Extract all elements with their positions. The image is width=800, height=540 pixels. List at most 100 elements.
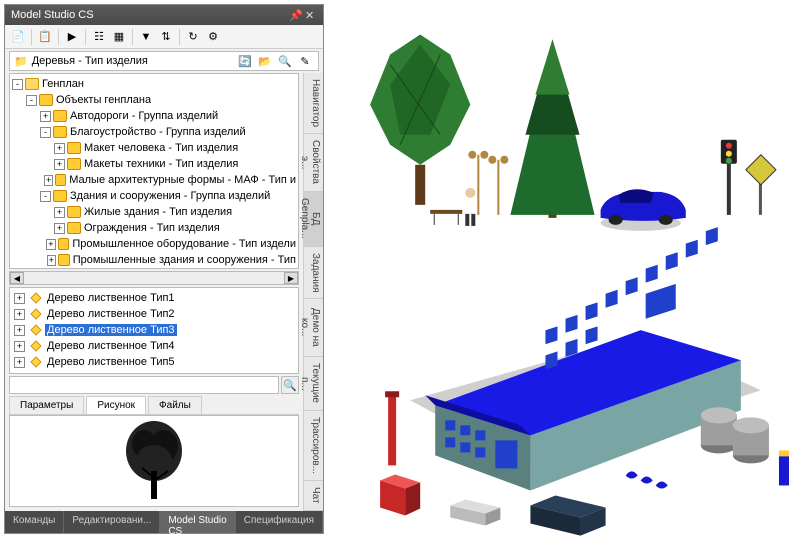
bc-pick-icon[interactable]: ✎ [296,52,314,70]
tb-list-icon[interactable]: ☷ [90,28,108,46]
scene-building [380,227,761,515]
titlebar-buttons: 📌 ✕ [289,9,317,21]
tree-row[interactable]: -Озеленение - Группа изделий [12,268,296,269]
tree-label: Малые архитектурные формы - МАФ - Тип и [69,174,296,186]
scene-traffic-light [721,140,737,215]
expand-icon[interactable]: + [44,175,53,186]
footer-tabs: КомандыРедактировани...Model Studio CSСп… [5,511,323,533]
tree-label: Промышленные здания и сооружения - Тип [73,254,296,266]
footer-tab[interactable]: Команды [5,511,64,533]
tb-new-icon[interactable]: 📄 [9,28,27,46]
side-tab[interactable]: Трассиров... [304,411,323,481]
tree-row[interactable]: + Макеты техники - Тип изделия [12,156,296,172]
scene-block [450,499,500,525]
footer-tab[interactable]: Редактировани... [64,511,160,533]
expand-icon[interactable]: - [26,95,37,106]
close-icon[interactable]: ✕ [305,9,317,21]
side-tab[interactable]: Чат [304,481,323,511]
detail-tab[interactable]: Файлы [148,396,202,414]
side-tab[interactable]: Задания [304,247,323,300]
obj-icon [55,174,66,186]
tree-scrollbar-horizontal[interactable]: ◀ ▶ [9,271,299,285]
footer-tab[interactable]: Спецификация [236,511,323,533]
side-tab[interactable]: Текущие п... [304,357,323,412]
obj-icon [67,206,81,218]
tree-row[interactable]: + Промышленные здания и сооружения - Тип [12,252,296,268]
expand-icon[interactable]: - [40,191,51,202]
tree-row[interactable]: -Здания и сооружения - Группа изделий [12,188,296,204]
list-item[interactable]: + Дерево лиственное Тип1 [12,290,296,306]
expand-icon[interactable]: + [14,309,25,320]
list-item[interactable]: + Дерево лиственное Тип3 [12,322,296,338]
list-label: Дерево лиственное Тип4 [45,340,177,352]
expand-icon[interactable]: + [14,325,25,336]
viewport-3d[interactable] [330,4,796,536]
list-item[interactable]: + Дерево лиственное Тип4 [12,338,296,354]
expand-icon[interactable]: + [54,143,65,154]
tb-sort-icon[interactable]: ⇅ [157,28,175,46]
tree-row[interactable]: +Промышленное оборудование - Тип издели [12,236,296,252]
expand-icon[interactable]: + [47,255,56,266]
detail-tab[interactable]: Рисунок [86,396,146,414]
obj-icon [39,94,53,106]
tree-row[interactable]: -Генплан [12,76,296,92]
expand-icon[interactable]: + [14,341,25,352]
side-tab[interactable]: Свойства э... [304,134,323,192]
bc-nav-icon[interactable]: 🔍 [276,52,294,70]
tree-row[interactable]: + Малые архитектурные формы - МАФ - Тип и [12,172,296,188]
expand-icon[interactable]: + [46,239,55,250]
expand-icon[interactable]: - [12,79,23,90]
expand-icon[interactable]: + [54,223,65,234]
tb-refresh-icon[interactable]: ↻ [184,28,202,46]
tree-row[interactable]: -Благоустройство - Группа изделий [12,124,296,140]
obj-icon [67,222,81,234]
side-tab[interactable]: Демо на ко... [304,299,323,356]
list-item[interactable]: + Дерево лиственное Тип5 [12,354,296,370]
obj-icon [53,126,67,138]
tree-label: Объекты генплана [56,94,151,106]
scroll-right-icon[interactable]: ▶ [284,272,298,284]
content-wrap: -Генплан-Объекты генплана+Автодороги - Г… [5,73,323,511]
detail-tabs: ПараметрыРисунокФайлы [9,396,299,415]
expand-icon[interactable]: - [40,127,51,138]
obj-icon [58,238,70,250]
obj-icon [67,142,81,154]
search-button[interactable]: 🔍 [281,376,299,394]
expand-icon[interactable]: + [14,293,25,304]
side-tab[interactable]: Навигатор [304,73,323,134]
category-tree[interactable]: -Генплан-Объекты генплана+Автодороги - Г… [9,73,299,269]
breadcrumb: 📁 Деревья - Тип изделия 🔄 📂 🔍 ✎ [9,51,319,71]
footer-tab[interactable]: Model Studio CS [160,511,235,533]
tree-row[interactable]: + Макет человека - Тип изделия [12,140,296,156]
item-list[interactable]: +Дерево лиственное Тип1+Дерево лиственно… [9,287,299,374]
expand-icon[interactable]: + [54,207,65,218]
tb-copy-icon[interactable]: 📋 [36,28,54,46]
pin-icon[interactable]: 📌 [289,9,301,21]
tb-props-icon[interactable]: ⚙ [204,28,222,46]
preview-pane [9,415,299,507]
side-tab[interactable]: БД Genpla... [304,192,323,247]
list-label: Дерево лиственное Тип1 [45,292,177,304]
list-item[interactable]: +Дерево лиственное Тип2 [12,306,296,322]
tb-play-icon[interactable]: ▶ [63,28,81,46]
tree-row[interactable]: +Ограждения - Тип изделия [12,220,296,236]
item-icon [30,324,42,336]
tree-row[interactable]: +Автодороги - Группа изделий [12,108,296,124]
expand-icon[interactable]: + [54,159,65,170]
search-input[interactable] [9,376,279,394]
bc-refresh-icon[interactable]: 🔄 [236,52,254,70]
expand-icon[interactable]: + [14,357,25,368]
list-label: Дерево лиственное Тип5 [45,356,177,368]
expand-icon[interactable]: + [40,111,51,122]
tree-label: Макеты техники - Тип изделия [84,158,238,170]
tree-label: Макет человека - Тип изделия [84,142,238,154]
tree-row[interactable]: - Объекты генплана [12,92,296,108]
tb-filter-icon[interactable]: ▼ [137,28,155,46]
tb-grid-icon[interactable]: ▦ [110,28,128,46]
list-label: Дерево лиственное Тип3 [45,324,177,336]
detail-tab[interactable]: Параметры [9,396,84,414]
scroll-left-icon[interactable]: ◀ [10,272,24,284]
bc-open-icon[interactable]: 📂 [256,52,274,70]
scene-bench-person [430,188,475,226]
tree-row[interactable]: +Жилые здания - Тип изделия [12,204,296,220]
